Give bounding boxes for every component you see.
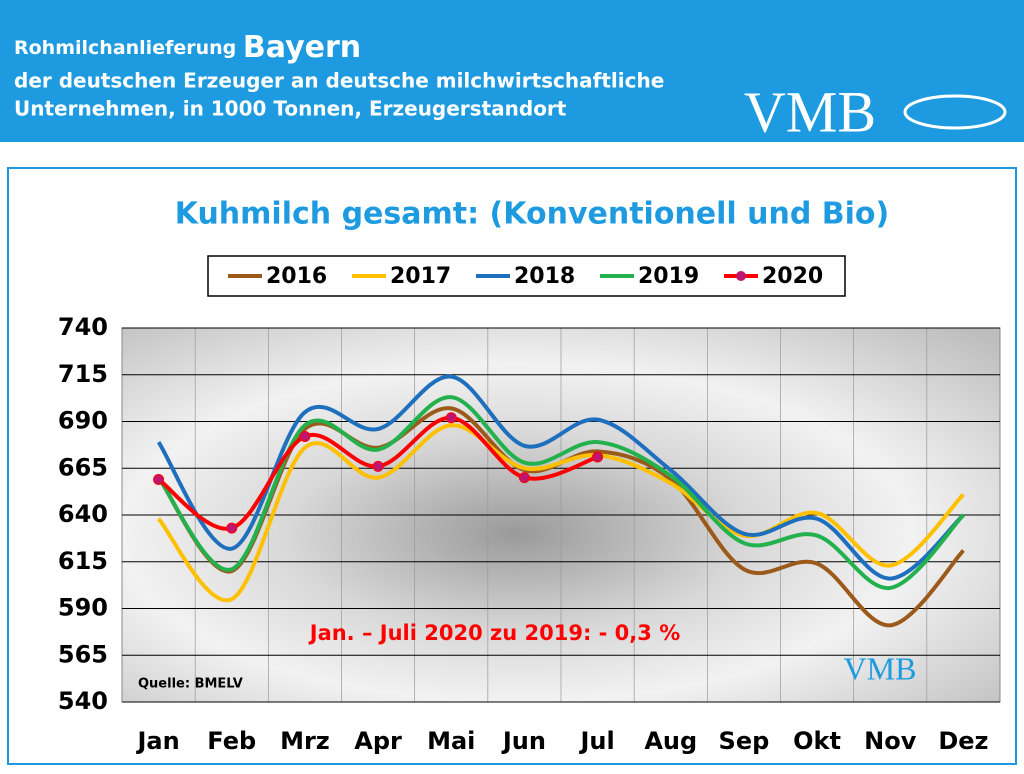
header-band: [0, 0, 1024, 142]
x-tick-label: Feb: [207, 727, 256, 755]
x-tick-label: Jan: [135, 727, 179, 755]
y-tick-label: 590: [58, 594, 108, 622]
y-tick-label: 665: [58, 453, 108, 481]
point: [153, 473, 165, 485]
x-tick-label: Apr: [354, 727, 402, 755]
logo-swirl: [903, 94, 1007, 130]
x-tick-label: Nov: [864, 727, 917, 755]
x-tick-label: Jun: [501, 727, 546, 755]
source: Quelle: BMELV: [138, 677, 243, 692]
point: [445, 412, 457, 424]
x-tick-label: Mai: [427, 727, 475, 755]
point: [592, 451, 604, 463]
x-tick-label: Sep: [719, 727, 770, 755]
x-tick-label: Jul: [578, 727, 614, 755]
y-tick-label: 690: [58, 407, 108, 435]
point: [518, 472, 530, 484]
legend-label: 2016: [266, 264, 327, 289]
plot-logo: VMB: [844, 650, 917, 686]
y-tick-label: 715: [58, 360, 108, 388]
annotation: Jan. – Juli 2020 zu 2019: - 0,3 %: [308, 621, 680, 645]
legend-marker: [736, 271, 746, 281]
point: [372, 460, 384, 472]
y-tick-label: 740: [58, 313, 108, 341]
x-tick-label: Dez: [938, 727, 988, 755]
header-line: der deutschen Erzeuger an deutsche milch…: [14, 69, 664, 93]
legend-label: 2020: [762, 264, 823, 289]
chart-title: Kuhmilch gesamt: (Konventionell und Bio): [175, 197, 890, 232]
legend-label: 2019: [638, 264, 699, 289]
y-tick-label: 640: [58, 500, 108, 528]
y-tick-label: 615: [58, 547, 108, 575]
point: [299, 430, 311, 442]
legend-label: 2018: [514, 264, 575, 289]
x-tick-label: Okt: [793, 727, 841, 755]
y-tick-label: 540: [58, 687, 108, 715]
y-tick-label: 565: [58, 640, 108, 668]
header-title: Rohmilchanlieferung Bayern: [14, 30, 361, 65]
header-line: Unternehmen, in 1000 Tonnen, Erzeugersta…: [14, 97, 567, 121]
x-tick-label: Mrz: [280, 727, 330, 755]
series-line: [156, 395, 965, 590]
point: [226, 522, 238, 534]
legend-label: 2017: [390, 264, 451, 289]
x-tick-label: Aug: [644, 727, 697, 755]
header-logo: VMB: [744, 79, 876, 144]
series-line: [157, 423, 965, 603]
